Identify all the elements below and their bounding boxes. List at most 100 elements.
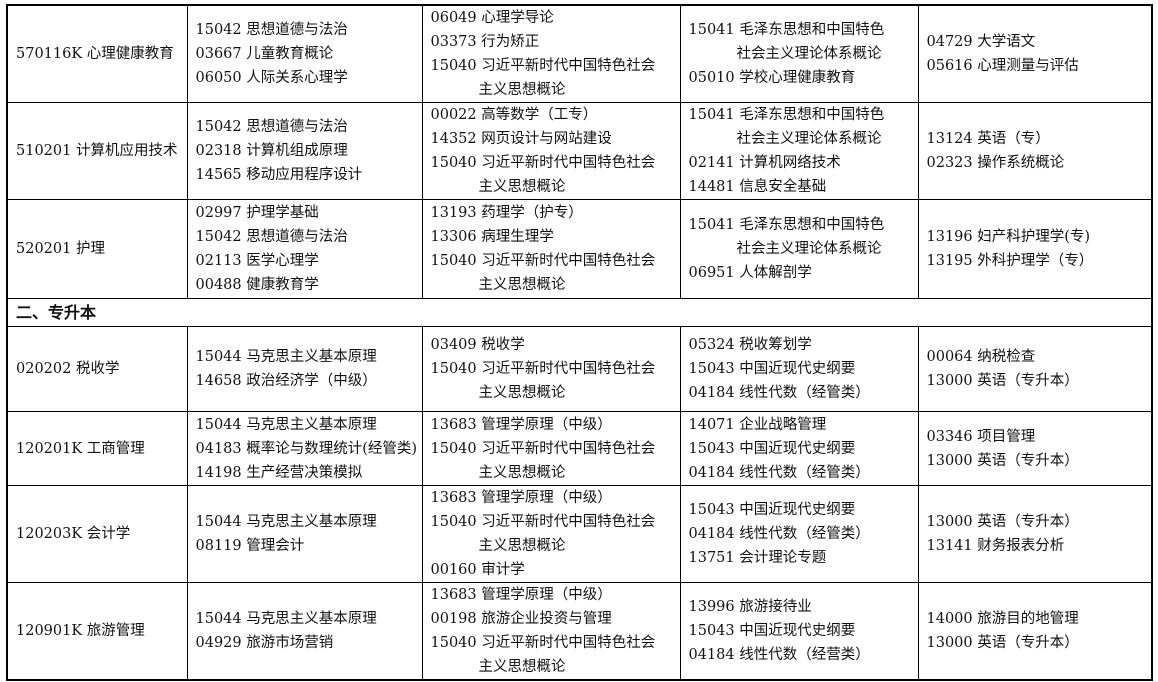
major-cell: 120203K 会计学 [6,485,188,583]
course: 04729 大学语文 [926,34,1036,50]
section-row: 二、专升本 [6,298,1153,327]
major-cell: 510201 计算机应用技术 [6,102,188,200]
course: 06951 人体解剖学 [688,265,812,281]
course: 14481 信息安全基础 [688,179,827,195]
course-line: 主义思想概论 [478,385,566,401]
section-title: 二、专升本 [6,298,1153,327]
course: 00198 旅游企业投资与管理 [430,611,612,627]
course-line: 15041 毛泽东思想和中国特色 [688,22,885,38]
course-cell: 04729 大学语文 05616 心理测量与评估 [917,4,1153,103]
course-line: 15040 习近平新时代中国特色社会 [430,155,656,171]
course-line: 主义思想概论 [478,464,566,481]
course: 13000 英语（专升本） [926,514,1079,530]
major-cell: 120901K 旅游管理 [6,582,188,681]
table-row: 520201 护理 02997 护理学基础 15042 思想道德与法治 02113 医… [6,199,1153,299]
course: 15044 马克思主义基本原理 [195,416,377,433]
course-cell: 15041 毛泽东思想和中国特色社会主义理论体系概论 06951 人体解剖学 [679,199,919,299]
table-row: 120201K 工商管理 15044 马克思主义基本原理 04183 概率论与数理统… [6,411,1153,486]
course-line: 15041 毛泽东思想和中国特色 [688,217,885,233]
course: 15041 毛泽东思想和中国特色 社会主义理论体系概论 [689,18,918,66]
course: 15041 毛泽东思想和中国特色社会主义理论体系概论 [689,213,918,261]
major-cell: 570116K 心理健康教育 [6,4,188,103]
course-cell: 03346 项目管理 13000 英语（专升本） [917,411,1153,486]
course: 15042 思想道德与法治 [195,229,348,245]
course-cell: 14071 企业战略管理 15043 中国近现代史纲要 04184 线性代数（经管类… [679,411,919,486]
course: 14658 政治经济学（中级） [195,373,377,389]
course: 05616 心理测量与评估 [926,58,1079,74]
course: 05010 学校心理健康教育 [688,70,856,86]
course-line: 15040 习近平新时代中国特色社会 [430,514,656,530]
course-cell: 13683 管理学原理（中级） 15040 习近平新时代中国特色社会 主义思想概论 0… [421,485,681,583]
course: 15044 马克思主义基本原理 [195,611,377,627]
course-cell: 05324 税收筹划学 15043 中国近现代史纲要 04184 线性代数（经管类） [679,326,919,412]
course: 08119 管理会计 [195,538,305,554]
table-row: 020202 税收学 15044 马克思主义基本原理 14658 政治经济学（中级）… [6,326,1153,412]
course-cell: 15043 中国近现代史纲要 04184 线性代数（经管类） 13751 会计理论专… [679,485,919,583]
course-cell: 13683 管理学原理（中级） 15040 习近平新时代中国特色社会 主义思想概论 [421,411,681,486]
major-cell: 120201K 工商管理 [6,411,188,486]
course-cell: 15044 马克思主义基本原理 08119 管理会计 [186,485,423,583]
course: 04184 线性代数（经管类） [688,385,870,401]
course: 14565 移动应用程序设计 [195,167,363,183]
course: 03409 税收学 [430,337,525,353]
course-line: 15041 毛泽东思想和中国特色 [688,107,885,123]
course: 15043 中国近现代史纲要 [688,440,856,457]
course: 13195 外科护理学（专） [926,253,1094,269]
course: 14071 企业战略管理 [688,416,827,433]
course-cell: 00022 高等数学（工专） 14352 网页设计与网站建设 15040 习近平新时… [421,102,681,200]
course: 03346 项目管理 [926,428,1036,445]
course: 06049 心理学导论 [430,10,554,26]
course: 03667 儿童教育概论 [195,46,334,62]
course-cell: 13996 旅游接待业 15043 中国近现代史纲要 04184 线性代数（经营类） [679,582,919,681]
course: 15043 中国近现代史纲要 [688,502,856,518]
course: 02141 计算机网络技术 [688,155,841,171]
course-line: 社会主义理论体系概论 [736,241,882,257]
course: 15040 习近平新时代中国特色社会 主义思想概论 [431,631,680,679]
course-line: 主义思想概论 [478,277,566,293]
course: 13000 英语（专升本） [926,635,1079,651]
course: 13996 旅游接待业 [688,599,812,615]
course: 15040 习近平新时代中国特色社会主义思想概论 [431,510,680,558]
course: 14352 网页设计与网站建设 [430,131,612,147]
course-cell: 15044 马克思主义基本原理 14658 政治经济学（中级） [186,326,423,412]
course-cell: 00064 纳税检查 13000 英语（专升本） [917,326,1153,412]
table-row: 120203K 会计学 15044 马克思主义基本原理 08119 管理会计 1368… [6,485,1153,583]
course-cell: 14000 旅游目的地管理 13000 英语（专升本） [917,582,1153,681]
course: 04184 线性代数（经管类） [688,464,870,481]
table-row: 570116K 心理健康教育 15042 思想道德与法治 03667 儿童教育概论 0… [6,4,1153,103]
course: 14198 生产经营决策模拟 [195,464,363,481]
course: 15044 马克思主义基本原理 [195,349,377,365]
course-cell: 13193 药理学（护专） 13306 病理生理学 15040 习近平新时代中国特色… [421,199,681,299]
course-cell: 15041 毛泽东思想和中国特色社会主义理论体系概论 02141 计算机网络技术 1… [679,102,919,200]
course-line: 主义思想概论 [478,538,566,554]
course: 13000 英语（专升本） [926,373,1079,389]
course: 15042 思想道德与法治 [195,22,348,38]
course: 13683 管理学原理（中级） [430,490,612,506]
course: 13683 管理学原理（中级） [430,587,612,603]
course-line: 15040 习近平新时代中国特色社会 [430,635,656,651]
course: 06050 人际关系心理学 [195,70,348,86]
course: 04184 线性代数（经管类） [688,526,870,542]
course: 15040 习近平新时代中国特色社会 主义思想概论 [431,357,680,405]
course-cell: 15041 毛泽东思想和中国特色 社会主义理论体系概论 05010 学校心理健康教育 [679,4,919,103]
course-cell: 06049 心理学导论 03373 行为矫正 15040 习近平新时代中国特色社会主… [421,4,681,103]
course: 15042 思想道德与法治 [195,119,348,135]
course: 00488 健康教育学 [195,277,319,293]
course: 13000 英语（专升本） [926,452,1079,469]
course: 13193 药理学（护专） [430,205,583,221]
course-cell: 13000 英语（专升本） 13141 财务报表分析 [917,485,1153,583]
course-line: 主义思想概论 [478,82,566,98]
major-cell: 020202 税收学 [6,326,188,412]
course-table: 570116K 心理健康教育 15042 思想道德与法治 03667 儿童教育概论 0… [6,4,1153,681]
course: 02323 操作系统概论 [926,155,1065,171]
course-cell: 15044 马克思主义基本原理 04183 概率论与数理统计(经管类) 14198 … [186,411,423,486]
course-line: 社会主义理论体系概论 [736,131,882,147]
course-cell: 15042 思想道德与法治 02318 计算机组成原理 14565 移动应用程序设计 [186,102,423,200]
course: 02997 护理学基础 [195,205,319,221]
course: 15040 习近平新时代中国特色社会主义思想概论 [431,54,680,102]
course: 13124 英语（专） [926,131,1050,147]
course: 15040 习近平新时代中国特色社会主义思想概论 [431,437,680,485]
course-line: 15040 习近平新时代中国特色社会 [430,58,656,74]
course-line: 15040 习近平新时代中国特色社会 [430,440,656,457]
